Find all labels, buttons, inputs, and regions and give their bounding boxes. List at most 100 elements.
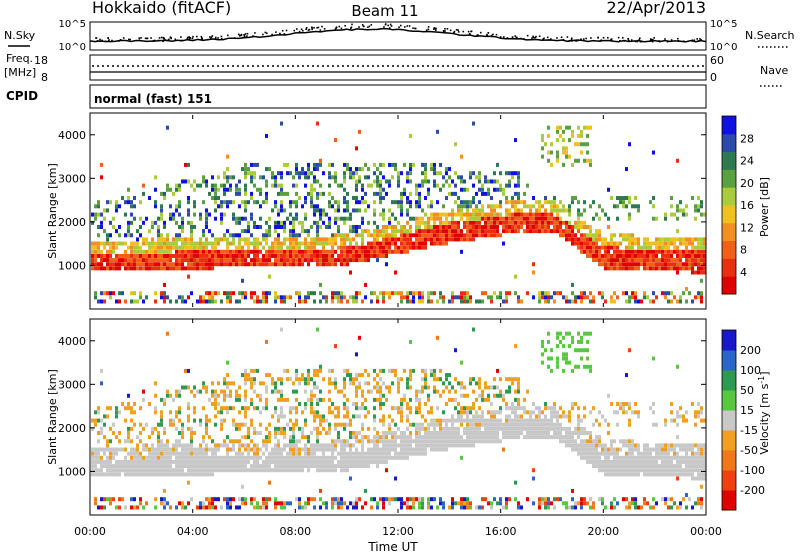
velocity-cell (565, 426, 568, 431)
power-cell (631, 204, 634, 209)
power-cell (640, 249, 643, 254)
velocity-cell (280, 447, 283, 452)
power-cell (202, 295, 205, 300)
power-cell (310, 241, 313, 246)
power-cell (205, 179, 208, 184)
power-cell (289, 258, 292, 263)
nsearch-point (487, 32, 490, 34)
nsearch-point (519, 37, 522, 40)
velocity-cell (430, 410, 433, 415)
power-cell (175, 208, 178, 213)
velocity-cell (289, 455, 292, 460)
velocity-cell (406, 439, 409, 444)
power-cell (649, 245, 652, 250)
velocity-cell (514, 344, 517, 349)
velocity-cell (229, 389, 232, 394)
power-cell (451, 237, 454, 242)
velocity-cell (364, 414, 367, 419)
velocity-cell (280, 377, 283, 382)
nsearch-point (246, 35, 248, 37)
power-cell (139, 200, 142, 205)
power-cell (241, 258, 244, 263)
power-cell (310, 224, 313, 229)
power-cell (331, 233, 334, 238)
velocity-cell (571, 335, 574, 340)
velocity-cell (127, 393, 130, 398)
power-cell (259, 249, 262, 254)
nsearch-point (634, 40, 637, 43)
velocity-cell (325, 505, 328, 510)
power-cell (472, 200, 475, 205)
velocity-cell (313, 414, 316, 419)
power-cell (361, 216, 364, 221)
velocity-cell (397, 389, 400, 394)
velocity-cell (217, 393, 220, 398)
velocity-cell (130, 505, 133, 510)
power-cell (694, 216, 697, 221)
nsearch-point (186, 38, 189, 40)
power-cell (277, 183, 280, 188)
power-cell (334, 208, 337, 213)
power-cell (175, 241, 178, 246)
velocity-cell (169, 410, 172, 415)
power-cell (202, 253, 205, 258)
power-cell (424, 245, 427, 250)
power-cell (280, 249, 283, 254)
nsearch-point (118, 40, 120, 42)
nsearch-point (300, 28, 303, 31)
power-cell (586, 253, 589, 258)
power-cell (634, 258, 637, 263)
power-cell (700, 245, 703, 250)
nsearch-point (535, 35, 537, 38)
power-cell (265, 167, 268, 172)
velocity-cell (394, 443, 397, 448)
power-cell (241, 278, 244, 283)
power-cell (595, 233, 598, 238)
power-cell (166, 233, 169, 238)
velocity-cell (268, 468, 271, 473)
velocity-cell (463, 501, 466, 506)
velocity-cell (109, 472, 112, 477)
power-cell (541, 291, 544, 296)
power-cell (421, 220, 424, 225)
velocity-cell (142, 459, 145, 464)
velocity-cell (154, 472, 157, 477)
velocity-cell (568, 331, 571, 336)
velocity-cell (322, 418, 325, 423)
power-cell (331, 249, 334, 254)
power-cell (652, 204, 655, 209)
velocity-cell (397, 435, 400, 440)
velocity-cell (562, 352, 565, 357)
power-cell (466, 229, 469, 234)
velocity-cell (295, 464, 298, 469)
power-cell (274, 249, 277, 254)
velocity-cell (352, 430, 355, 435)
velocity-cell (184, 447, 187, 452)
velocity-cell (121, 468, 124, 473)
power-cell (145, 295, 148, 300)
power-cell (100, 212, 103, 217)
power-cell (517, 179, 520, 184)
power-cell (286, 191, 289, 196)
power-cell (163, 196, 166, 201)
power-cell (592, 233, 595, 238)
power-cell (643, 249, 646, 254)
velocity-cell (484, 422, 487, 427)
power-cell (238, 291, 241, 296)
power-cell (178, 200, 181, 205)
power-cell (154, 245, 157, 250)
velocity-cell (265, 389, 268, 394)
velocity-cell (298, 468, 301, 473)
velocity-cell (172, 472, 175, 477)
power-cell (682, 249, 685, 254)
power-cell (286, 262, 289, 267)
velocity-cell (91, 459, 94, 464)
power-cell (460, 208, 463, 213)
power-cell (559, 200, 562, 205)
power-cell (613, 258, 616, 263)
velocity-cell (349, 464, 352, 469)
velocity-cell (436, 435, 439, 440)
power-cell (196, 245, 199, 250)
velocity-cell (367, 459, 370, 464)
velocity-cell (301, 430, 304, 435)
